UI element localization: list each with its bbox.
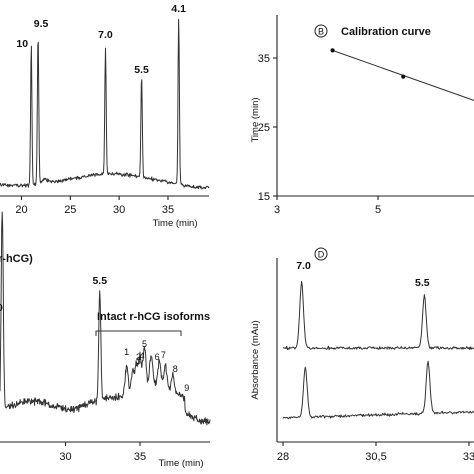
panel-d-x-tick-label: 28 (277, 451, 289, 463)
panel-a-peak-label: 5.5 (134, 64, 149, 76)
panel-c-isoform-label: 2 (136, 352, 141, 362)
panel-c-bracket-label: Intact r-hCG isoforms (97, 311, 210, 323)
panel-c-isoform-label: 9 (184, 383, 189, 393)
panel-c-isoform-label: 5 (142, 339, 147, 349)
panel-d-badge: D (318, 250, 325, 260)
panel-a: 20 25 30 35 10 9.5 7.0 5.5 4.1 Time (min) (0, 3, 210, 229)
panel-c-trace (0, 211, 211, 426)
panel-b-badge-circle (314, 24, 328, 38)
panel-d-trace-lower (282, 360, 474, 420)
panel-a-trace (0, 18, 210, 190)
panel-c-isoform-label: 3 (136, 356, 141, 366)
panel-c-left-peak-label: 0 (0, 302, 3, 314)
panel-a-x-axis-label: Time (min) (152, 218, 197, 229)
panel-b-title: Calibration curve (341, 26, 431, 38)
panel-a-x-tick-label: 30 (113, 204, 125, 216)
panel-c-isoform-label: 4 (139, 351, 144, 361)
panel-d-trace-upper (282, 281, 474, 351)
panel-a-peak-label: 9.5 (34, 18, 49, 30)
panel-a-peak-label: 4.1 (171, 3, 186, 15)
panel-c-isoform-label: 8 (173, 364, 178, 374)
panel-c-bracket (95, 330, 182, 336)
panel-b-data-point (401, 74, 406, 79)
panel-b-y-tick-label: 35 (258, 53, 270, 65)
panel-c-x-axis-label: Time (min) (158, 458, 203, 469)
panel-b-x-tick-label: 5 (375, 204, 381, 216)
panel-c-title: r-hCG) (0, 253, 33, 265)
panel-d: 28 30,5 33 7.0 5.5 D Absorbance (mAu) (250, 247, 474, 463)
panel-c-isoform-label: 1 (124, 347, 129, 357)
panel-a-peak-label: 10 (16, 38, 28, 50)
panel-c-isoform-label: 7 (161, 350, 166, 360)
panel-d-peak-label: 5.5 (415, 277, 430, 289)
panel-a-x-tick-label: 20 (15, 204, 27, 216)
panel-b-fit-line (332, 49, 474, 101)
panel-b-y-tick-label: 15 (258, 191, 270, 203)
panel-d-badge-circle (314, 247, 328, 261)
panel-a-peak-label: 7.0 (98, 29, 113, 41)
panel-a-x-tick-label: 25 (64, 204, 76, 216)
panel-d-x-tick-label: 33 (463, 451, 474, 463)
panel-c-x-tick-label: 30 (59, 451, 71, 463)
panel-c-peak-label: 5.5 (92, 275, 107, 287)
panel-b-badge: B (318, 27, 324, 37)
panel-b-y-axis-label: Time (min) (250, 97, 261, 142)
panel-b-y-tick-label: 25 (258, 122, 270, 134)
panel-d-y-axis-label: Absorbance (mAu) (250, 320, 261, 399)
panel-c-x-tick-label: 35 (134, 451, 146, 463)
panel-d-peak-label: 7.0 (296, 260, 311, 272)
panel-b-x-tick-label: 3 (274, 204, 280, 216)
panel-a-x-tick-label: 35 (162, 204, 174, 216)
panel-b-data-point (330, 48, 335, 53)
panel-c-isoform-label: 6 (155, 352, 160, 362)
panel-d-x-tick-label: 30,5 (365, 451, 386, 463)
